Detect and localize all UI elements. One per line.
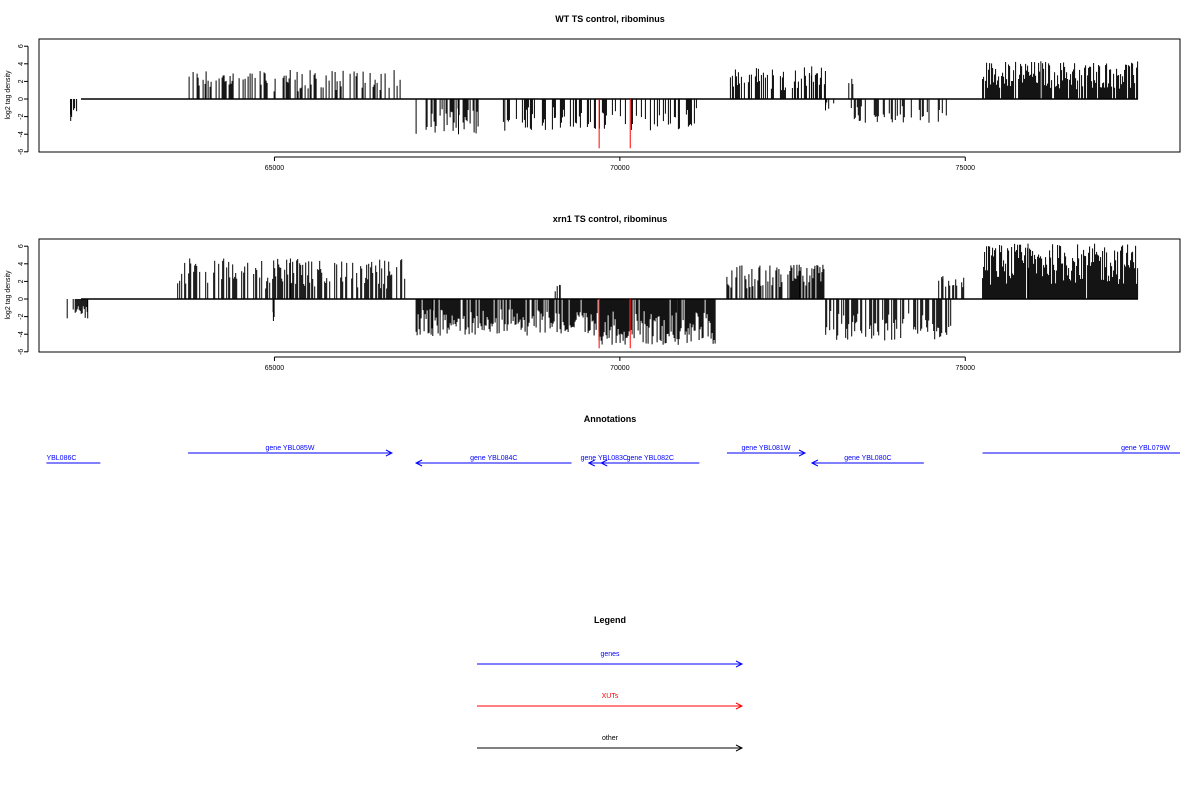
gene-annotation: gene YBL082C [600, 455, 700, 467]
y-axis-label: log2 tag density [5, 270, 12, 320]
y-tick-label: 4 [18, 262, 25, 266]
y-tick-label: -6 [18, 349, 25, 355]
y-tick-label: 6 [18, 244, 25, 248]
legend-item: other [477, 735, 744, 752]
y-tick-label: -4 [18, 131, 25, 137]
gene-annotation: gene YBL080C [810, 455, 924, 467]
gene-label: gene YBL081W [742, 445, 791, 452]
arrowhead-icon [414, 459, 423, 467]
xrn1-track-panel: xrn1 TS control, ribominus log2 tag dens… [5, 214, 1181, 372]
annotations-panel: Annotations YBL086C gene YBL085W gene YBL0… [46, 414, 1180, 467]
arrowhead-icon [798, 449, 807, 457]
arrowhead-icon [735, 660, 744, 668]
x-tick-label: 70000 [610, 365, 630, 372]
tag-density-bars [70, 61, 1139, 149]
legend: Legend genes XUTs other [477, 615, 744, 752]
arrowhead-icon [810, 459, 819, 467]
y-tick-label: -2 [18, 113, 25, 119]
arrowhead-icon [587, 459, 595, 467]
y-tick-label: 2 [18, 79, 25, 83]
y-tick-label: 0 [18, 297, 25, 301]
x-tick-label: 65000 [265, 165, 285, 172]
legend-label: XUTs [602, 693, 619, 700]
x-tick-label: 65000 [265, 365, 285, 372]
legend-item: genes [477, 651, 744, 668]
y-axis: -6 -4 -2 0 2 4 6 [18, 244, 29, 355]
arrowhead-icon [385, 449, 394, 457]
arrowhead-icon [735, 744, 744, 752]
plot-frame [38, 38, 1181, 153]
plot-frame [38, 238, 1181, 353]
y-tick-label: 6 [18, 44, 25, 48]
annotations-title: Annotations [584, 414, 637, 424]
y-tick-label: -6 [18, 149, 25, 155]
x-tick-label: 75000 [956, 365, 976, 372]
y-axis: -6 -4 -2 0 2 4 6 [18, 44, 29, 155]
gene-annotation: gene YBL084C [414, 455, 572, 467]
gene-label: YBL086C [46, 455, 76, 462]
gene-label: gene YBL080C [844, 455, 891, 462]
y-tick-label: 2 [18, 279, 25, 283]
gene-annotation: gene YBL079W [982, 445, 1180, 454]
legend-label: genes [600, 651, 620, 658]
panel-title: xrn1 TS control, ribominus [553, 214, 668, 224]
gene-annotation: gene YBL085W [188, 445, 394, 457]
y-tick-label: -4 [18, 331, 25, 337]
x-axis: 65000 70000 75000 [265, 356, 976, 372]
legend-label: other [602, 735, 619, 742]
gene-annotation: gene YBL081W [726, 445, 807, 457]
x-tick-label: 70000 [610, 165, 630, 172]
x-tick-label: 75000 [956, 165, 976, 172]
x-axis: 65000 70000 75000 [265, 156, 976, 172]
gene-label: gene YBL079W [1121, 445, 1170, 452]
legend-items: genes XUTs other [477, 651, 744, 752]
gene-annotations: YBL086C gene YBL085W gene YBL084C gene YBL0… [46, 445, 1180, 467]
panel-title: WT TS control, ribominus [555, 14, 665, 24]
gene-label: gene YBL082C [627, 455, 674, 462]
legend-title: Legend [594, 615, 626, 625]
y-tick-label: -2 [18, 313, 25, 319]
wt-track-panel: WT TS control, ribominus log2 tag densit… [5, 14, 1181, 172]
arrowhead-icon [600, 459, 608, 467]
y-tick-label: 4 [18, 62, 25, 66]
tag-density-bars [66, 243, 1139, 349]
gene-label: gene YBL083C [581, 455, 628, 462]
y-axis-label: log2 tag density [5, 70, 12, 120]
gene-label: gene YBL085W [266, 445, 315, 452]
gene-annotation: YBL086C [46, 455, 101, 464]
gene-label: gene YBL084C [470, 455, 517, 462]
y-tick-label: 0 [18, 97, 25, 101]
legend-item: XUTs [477, 693, 744, 710]
arrowhead-icon [735, 702, 744, 710]
